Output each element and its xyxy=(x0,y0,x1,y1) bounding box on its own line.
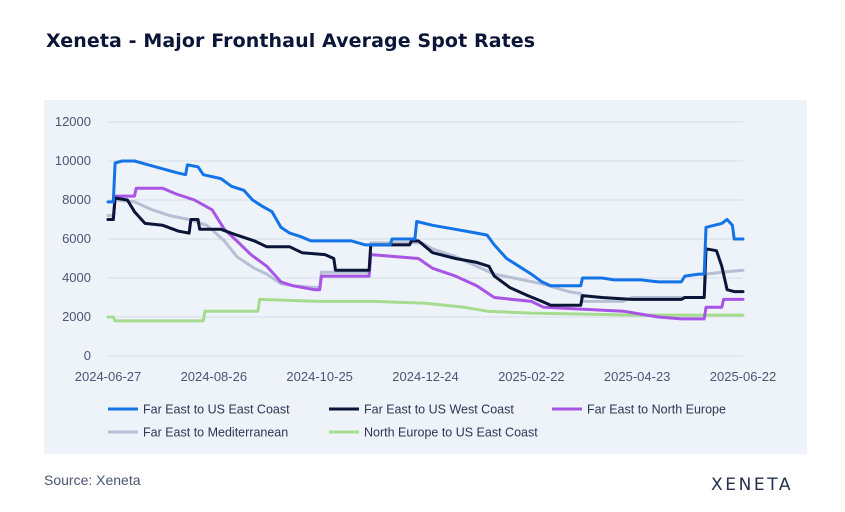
series-line-far-east-to-mediterranean xyxy=(106,198,745,303)
y-tick-label: 8000 xyxy=(62,192,91,207)
y-tick-label: 6000 xyxy=(62,231,91,246)
y-tick-label: 0 xyxy=(84,348,91,363)
x-tick-label: 2024-08-26 xyxy=(181,369,248,384)
y-tick-label: 10000 xyxy=(55,153,91,168)
x-tick-label: 2024-12-24 xyxy=(392,369,459,384)
legend-label: Far East to US West Coast xyxy=(364,403,514,417)
y-tick-label: 2000 xyxy=(62,309,91,324)
series-line-far-east-to-north-europe xyxy=(106,186,745,321)
y-tick-label: 4000 xyxy=(62,270,91,285)
legend-label: Far East to North Europe xyxy=(587,403,726,417)
y-tick-label: 12000 xyxy=(55,114,91,129)
series-line-north-europe-to-us-east-coast xyxy=(106,297,745,323)
source-note: Source: Xeneta xyxy=(44,472,141,488)
series-line-far-east-to-us-east-coast xyxy=(106,159,745,288)
chart-panel: 0 2000 4000 6000 8000 10000 12000 2024-06-27 202… xyxy=(44,100,807,454)
legend-label: North Europe to US East Coast xyxy=(364,426,538,440)
xeneta-logo: XENETA xyxy=(711,475,794,495)
legend-label: Far East to Mediterranean xyxy=(143,426,288,440)
series-line-far-east-to-us-west-coast xyxy=(106,196,745,307)
x-tick-label: 2024-06-27 xyxy=(75,369,142,384)
x-tick-label: 2025-06-22 xyxy=(710,369,777,384)
x-tick-label: 2025-02-22 xyxy=(498,369,565,384)
x-tick-label: 2024-10-25 xyxy=(286,369,353,384)
line-chart: 0 2000 4000 6000 8000 10000 12000 2024-06-27 202… xyxy=(55,114,777,440)
chart-title: Xeneta - Major Fronthaul Average Spot Ra… xyxy=(46,30,536,52)
legend-label: Far East to US East Coast xyxy=(143,403,290,417)
x-tick-label: 2025-04-23 xyxy=(604,369,671,384)
